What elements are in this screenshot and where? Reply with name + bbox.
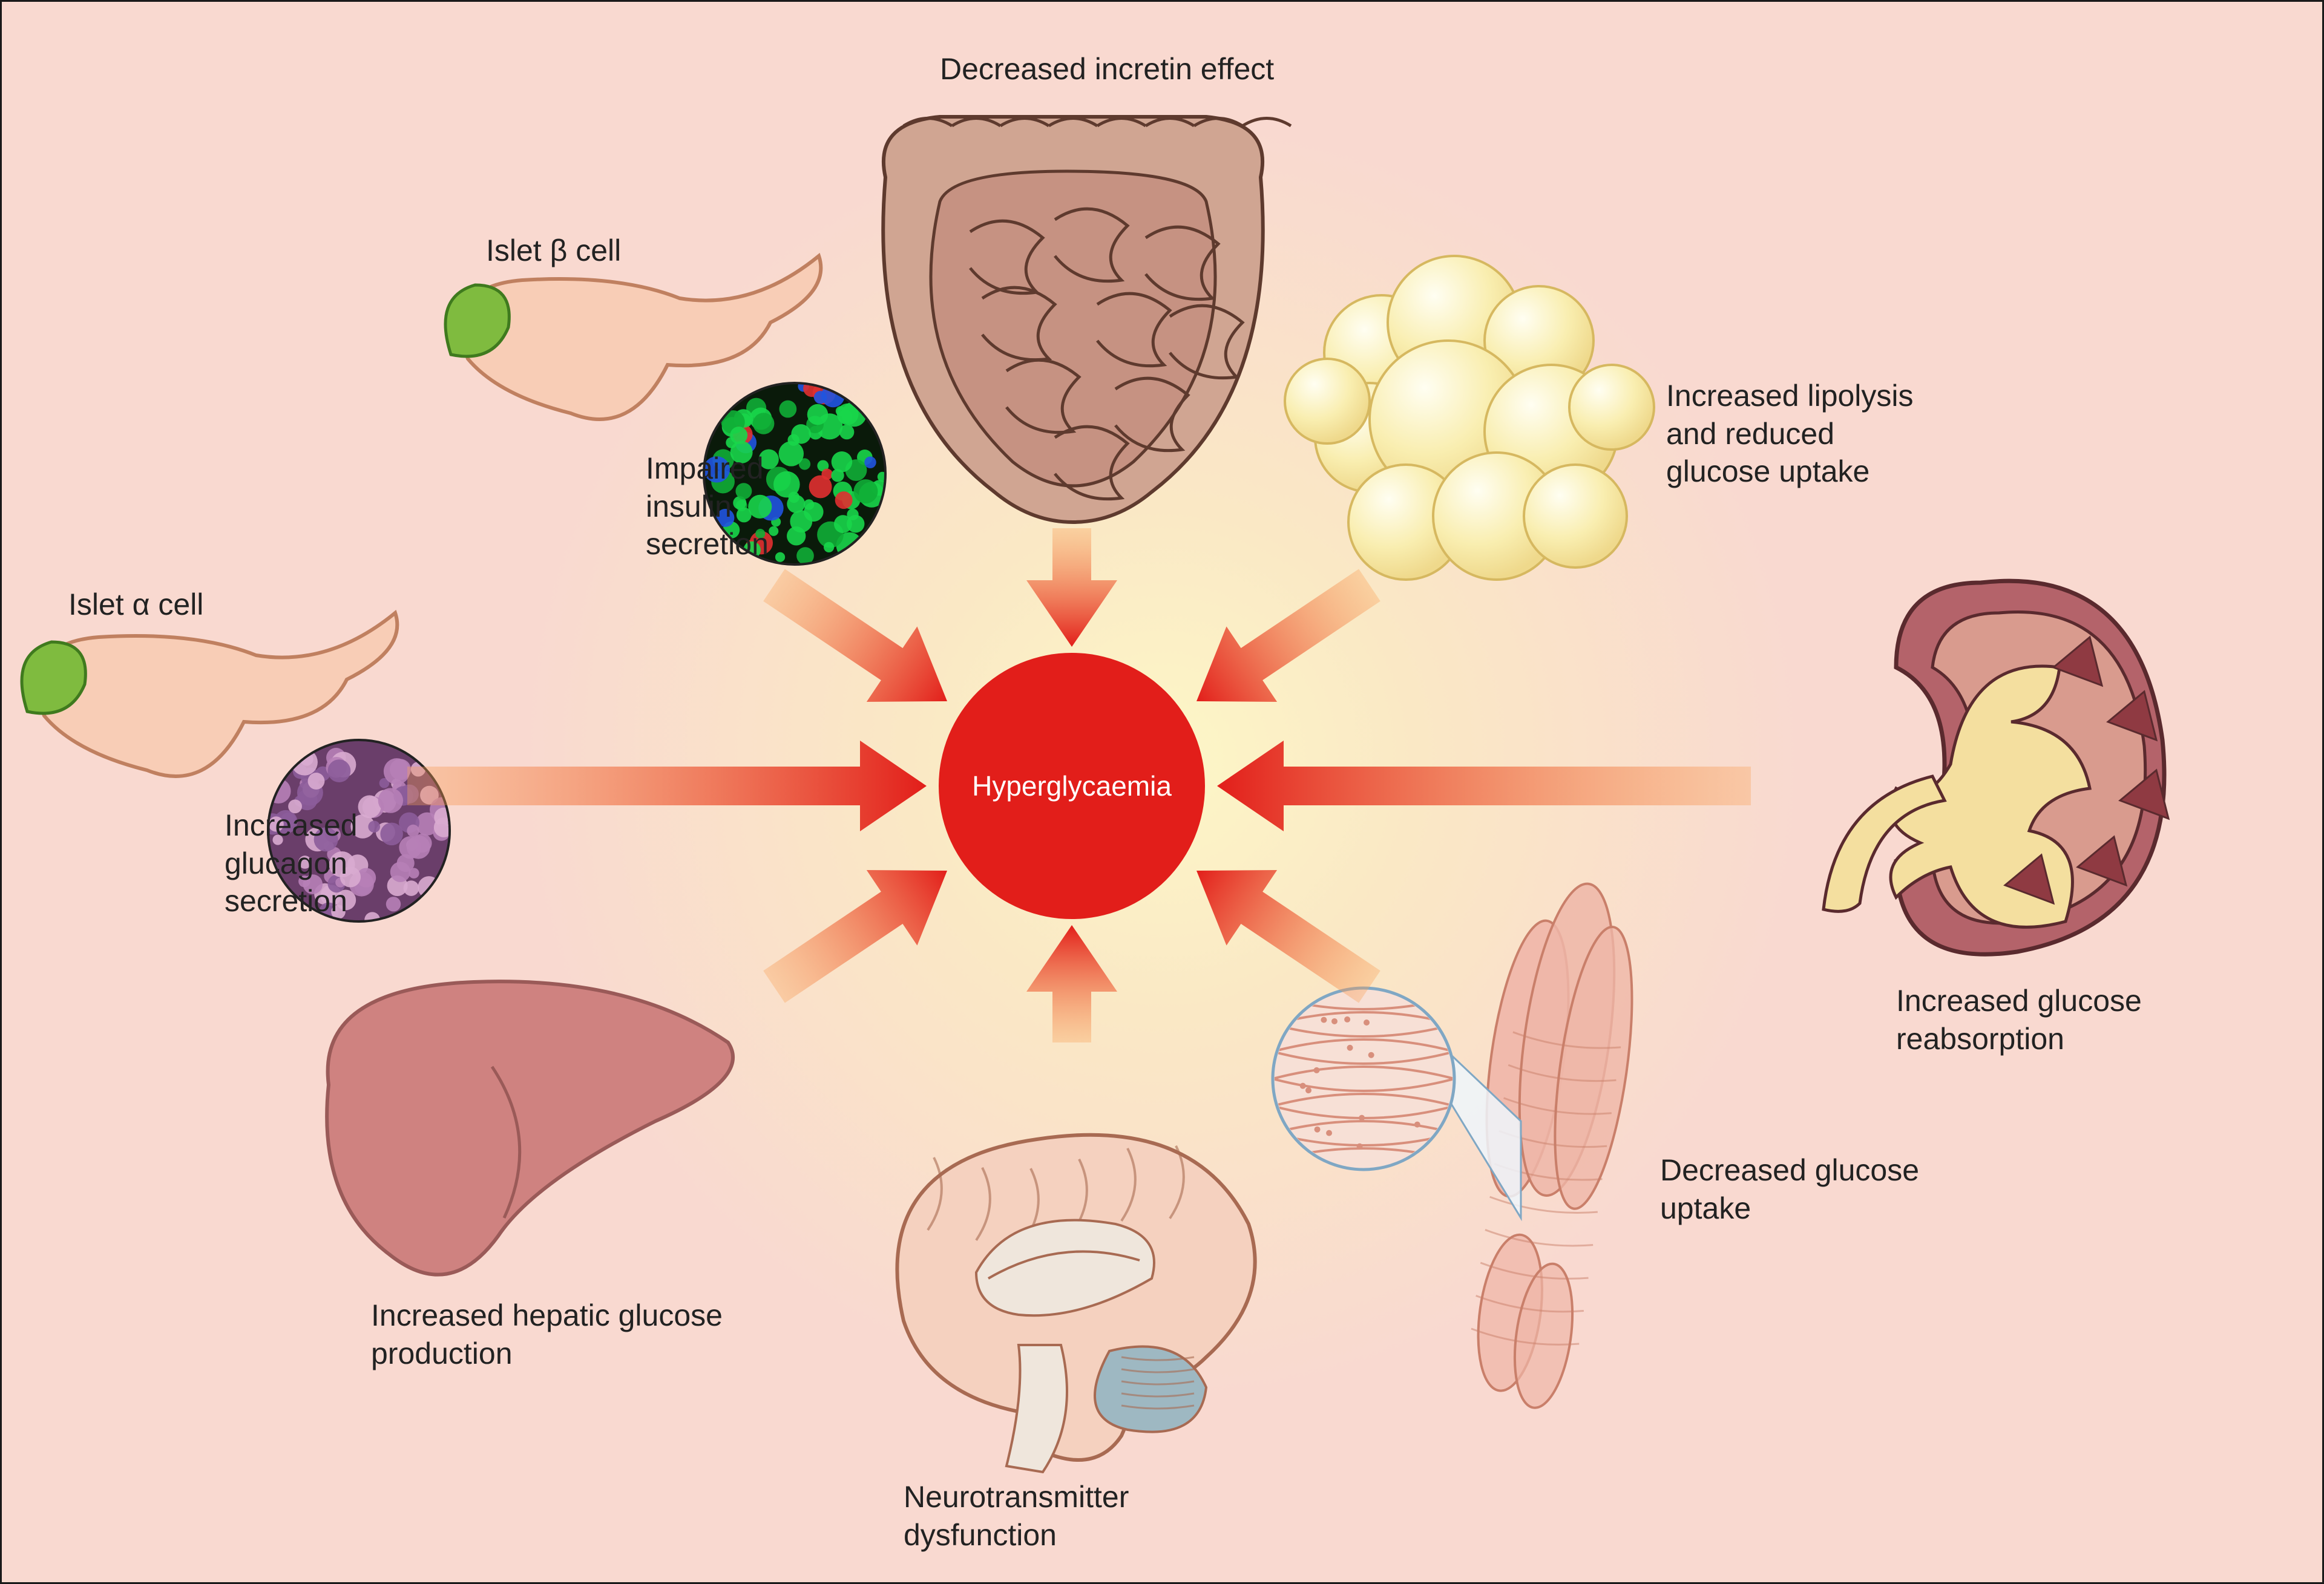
arrow from-intestine bbox=[1026, 528, 1117, 647]
diagram-svg bbox=[2, 2, 2324, 1584]
label-beta: Impaired insulin secretion bbox=[646, 450, 769, 563]
diagram-canvas: Hyperglycaemia Decreased incretin effect… bbox=[0, 0, 2324, 1584]
title-beta: Islet β cell bbox=[486, 232, 621, 270]
arrow from-liver bbox=[763, 870, 947, 1003]
arrow from-muscle bbox=[1196, 870, 1380, 1003]
label-intestine: Decreased incretin effect bbox=[940, 50, 1274, 88]
title-alpha: Islet α cell bbox=[68, 586, 203, 624]
label-adipose: Increased lipolysis and reduced glucose … bbox=[1666, 377, 1914, 491]
brain bbox=[897, 1135, 1255, 1460]
label-liver: Increased hepatic glucose production bbox=[371, 1297, 723, 1372]
intestine-outer bbox=[883, 117, 1263, 522]
intestine-inner bbox=[931, 171, 1215, 486]
center-label: Hyperglycaemia bbox=[972, 770, 1172, 802]
center-circle bbox=[939, 653, 1205, 919]
arrow from-adipose bbox=[1196, 569, 1380, 702]
label-alpha: Increased glucagon secretion bbox=[225, 807, 358, 920]
arrow from-beta bbox=[763, 569, 947, 702]
liver bbox=[327, 981, 733, 1275]
arrow from-kidney bbox=[1217, 741, 1751, 831]
label-brain: Neurotransmitter dysfunction bbox=[904, 1478, 1129, 1554]
label-kidney: Increased glucose reabsorption bbox=[1896, 982, 2142, 1058]
label-muscle: Decreased glucose uptake bbox=[1660, 1151, 1919, 1227]
kidney bbox=[1896, 581, 2164, 954]
muscle bbox=[1469, 878, 1646, 1412]
arrow from-brain bbox=[1026, 925, 1117, 1042]
arrow from-alpha bbox=[407, 741, 927, 831]
